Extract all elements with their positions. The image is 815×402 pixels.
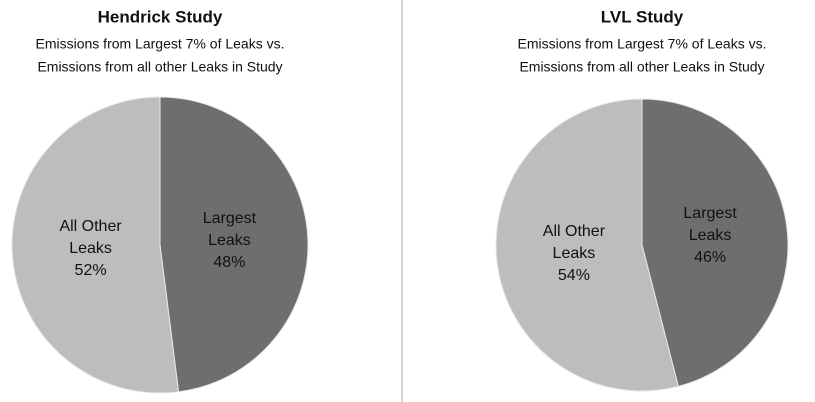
chart-title: LVL Study <box>601 7 684 26</box>
slice-label: Largest Leaks 48% <box>189 208 269 274</box>
chart-title: Hendrick Study <box>98 7 223 26</box>
slice-value: 46% <box>694 249 727 267</box>
slice-category: All Other Leaks <box>542 222 606 262</box>
pie-slice <box>159 96 309 393</box>
slice-label: Largest Leaks 46% <box>670 203 750 269</box>
slice-value: 52% <box>74 262 107 280</box>
pie-slice <box>11 96 180 394</box>
slice-value: 48% <box>213 253 246 271</box>
pie-slice <box>495 98 679 392</box>
pie-slice <box>641 98 789 388</box>
slice-label: All Other Leaks 52% <box>51 216 131 282</box>
chart-subtitle: Emissions from Largest 7% of Leaks vs. <box>36 36 285 52</box>
slice-category: Largest Leaks <box>202 209 257 249</box>
slice-category: All Other Leaks <box>59 218 122 258</box>
slice-label: All Other Leaks 54% <box>534 221 614 287</box>
slice-category: Largest Leaks <box>683 205 737 245</box>
chart-subtitle: Emissions from all other Leaks in Study <box>519 59 764 75</box>
chart-subtitle: Emissions from all other Leaks in Study <box>37 59 282 75</box>
chart-subtitle: Emissions from Largest 7% of Leaks vs. <box>518 36 767 52</box>
slice-value: 54% <box>557 266 590 284</box>
